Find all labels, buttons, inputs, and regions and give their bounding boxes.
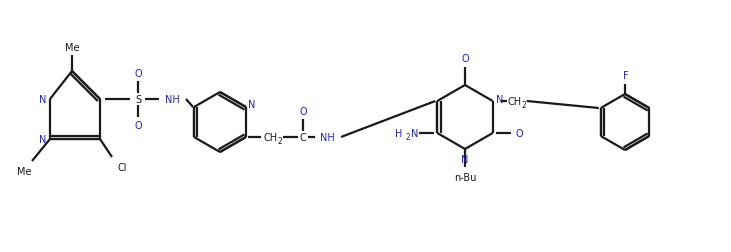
Text: O: O [135, 69, 142, 79]
Text: CH: CH [507, 97, 522, 107]
Text: N: N [39, 94, 47, 105]
Text: C: C [300, 133, 306, 142]
Text: O: O [135, 120, 142, 131]
Text: N: N [249, 100, 256, 110]
Text: O: O [516, 129, 523, 138]
Text: S: S [135, 94, 141, 105]
Text: N: N [496, 94, 504, 105]
Text: O: O [461, 54, 469, 64]
Text: Me: Me [65, 43, 79, 53]
Text: 2: 2 [278, 136, 282, 145]
Text: H: H [395, 129, 402, 138]
Text: 2: 2 [406, 132, 411, 141]
Text: N: N [461, 154, 469, 164]
Text: NH: NH [319, 133, 334, 142]
Text: n-Bu: n-Bu [454, 172, 476, 182]
Text: F: F [624, 71, 629, 81]
Text: CH: CH [264, 133, 278, 142]
Text: NH: NH [164, 94, 179, 105]
Text: 2: 2 [521, 100, 526, 109]
Text: Cl: Cl [117, 162, 126, 172]
Text: N: N [411, 129, 418, 138]
Text: N: N [39, 135, 47, 144]
Text: Me: Me [17, 166, 31, 176]
Text: O: O [299, 107, 307, 116]
